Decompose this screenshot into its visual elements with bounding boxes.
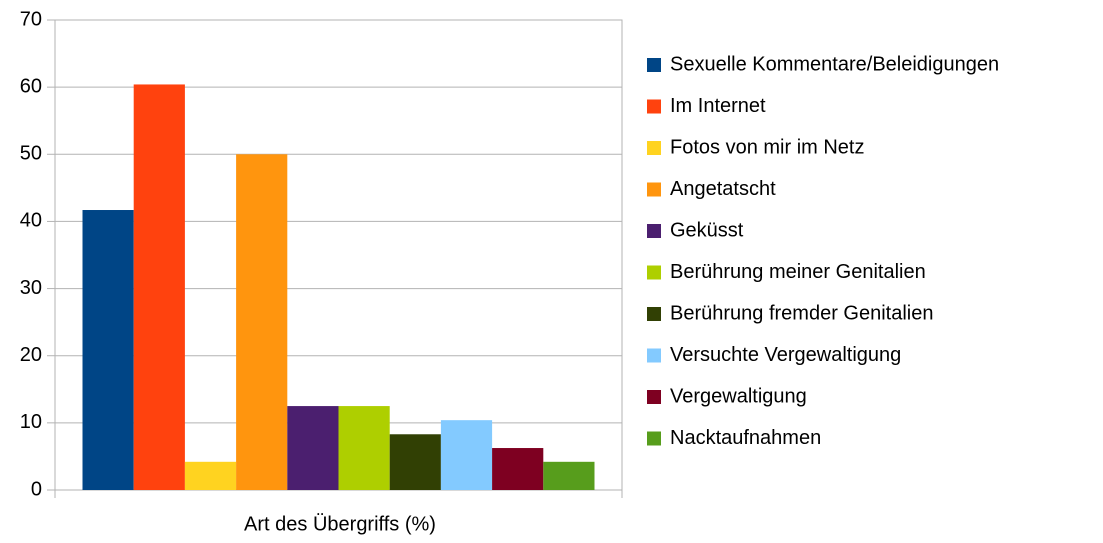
bar [82, 210, 134, 490]
legend-swatch [647, 265, 661, 280]
legend-label: Im Internet [670, 95, 766, 117]
bar [338, 406, 390, 490]
legend-swatch [647, 307, 661, 321]
y-tick-label: 20 [20, 344, 42, 366]
legend-label: Vergewaltigung [670, 385, 807, 407]
y-tick-label: 50 [20, 143, 42, 165]
legend-swatch [647, 58, 661, 72]
bar [236, 154, 288, 491]
bar [184, 461, 237, 490]
y-tick-label: 30 [20, 277, 42, 299]
legend-swatch [647, 99, 661, 114]
y-tick-label: 60 [20, 75, 42, 97]
bar [440, 420, 493, 490]
legend-label: Angetatscht [670, 178, 776, 200]
y-tick-label: 0 [31, 478, 42, 500]
legend-swatch [647, 390, 661, 404]
legend-label: Fotos von mir im Netz [670, 136, 864, 158]
bar [133, 84, 185, 490]
bar [287, 406, 339, 490]
legend-label: Nacktaufnahmen [670, 427, 821, 449]
legend-label: Geküsst [670, 219, 744, 241]
legend-label: Berührung fremder Genitalien [670, 302, 933, 324]
legend-swatch [647, 224, 661, 238]
bar [389, 434, 441, 490]
bar [492, 448, 544, 490]
legend-label: Versuchte Vergewaltigung [670, 344, 901, 366]
legend-swatch [647, 141, 661, 155]
y-tick-label: 10 [20, 411, 42, 433]
legend-swatch [647, 431, 661, 446]
y-tick-label: 70 [20, 8, 42, 30]
x-axis-label: Art des Übergriffs (%) [244, 513, 436, 535]
legend-label: Sexuelle Kommentare/Beleidigungen [670, 53, 999, 75]
y-tick-label: 40 [20, 210, 42, 232]
legend-swatch [647, 182, 661, 197]
legend-label: Berührung meiner Genitalien [670, 261, 926, 283]
bar [543, 461, 595, 490]
legend-swatch [647, 348, 661, 363]
